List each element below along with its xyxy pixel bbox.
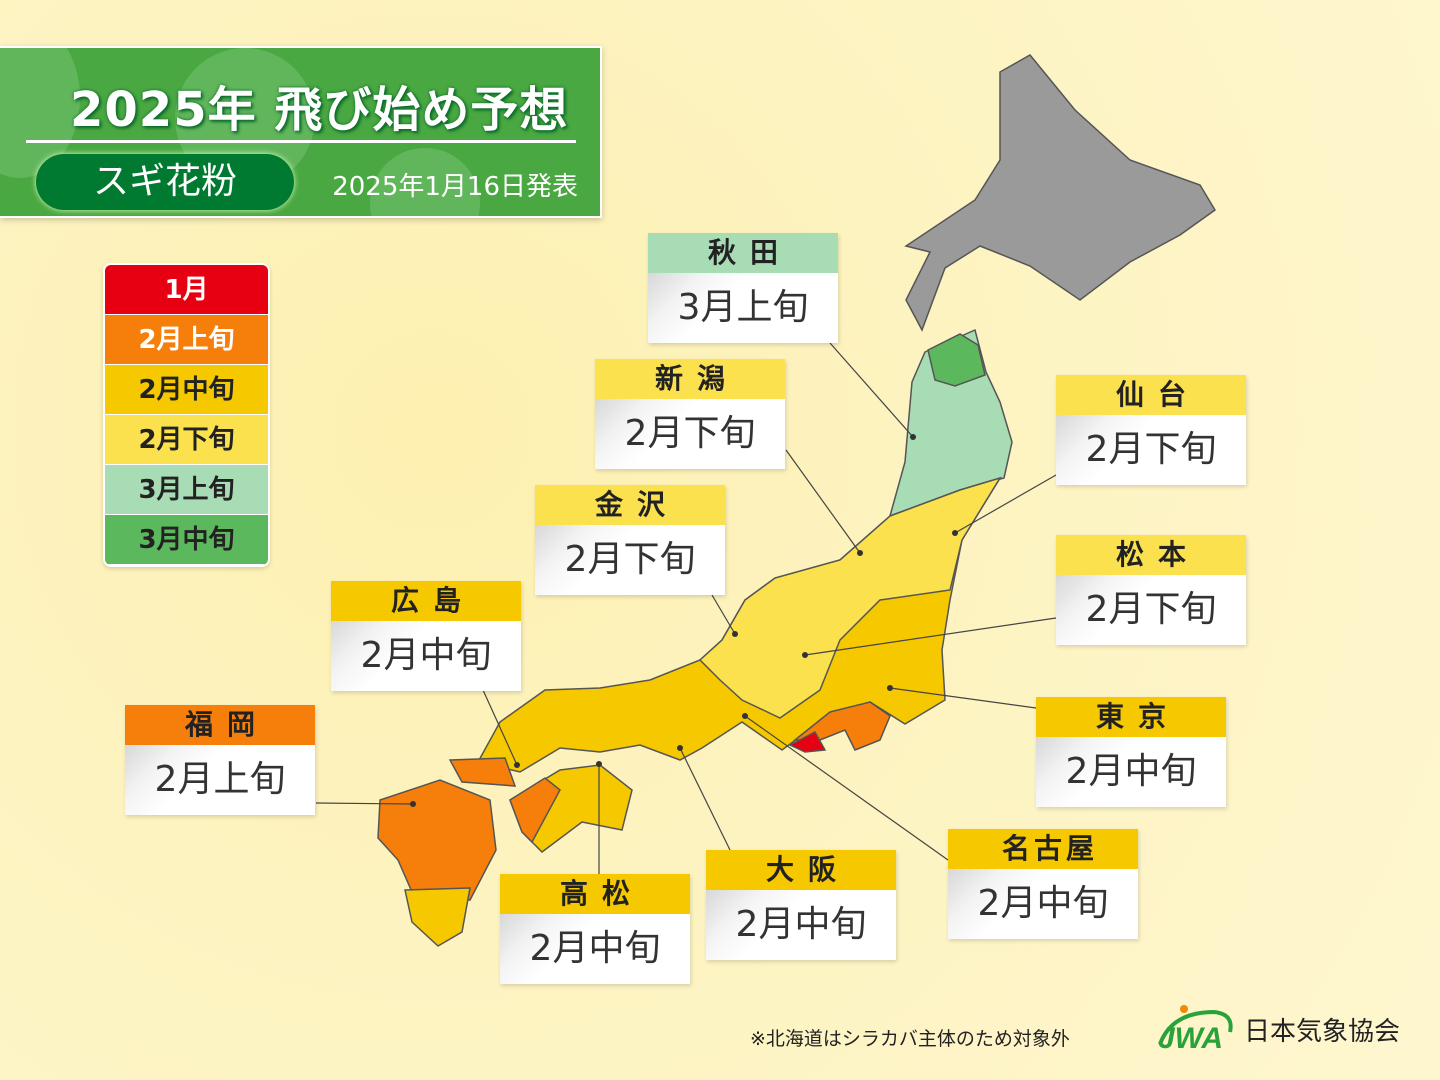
city-forecast: 2月下旬: [595, 399, 785, 469]
city-callout: 広島 2月中旬: [331, 581, 521, 691]
city-callout: 大阪 2月中旬: [706, 850, 896, 960]
announcement-date: 2025年1月16日発表: [332, 172, 578, 202]
region-kyushu: [377, 779, 497, 901]
region-kyushu-south: [404, 887, 471, 947]
city-name: 新潟: [595, 359, 785, 399]
city-callout: 福岡 2月上旬: [125, 705, 315, 815]
region-izu: [788, 730, 827, 753]
city-name: 名古屋: [948, 829, 1138, 869]
legend-item: 2月中旬: [105, 365, 268, 415]
city-name: 大阪: [706, 850, 896, 890]
region-hokkaido: [904, 54, 1216, 332]
legend-item: 2月上旬: [105, 315, 268, 365]
city-forecast: 3月上旬: [648, 273, 838, 343]
svg-text:JWA: JWA: [1158, 1022, 1223, 1054]
legend-item: 2月下旬: [105, 415, 268, 465]
city-forecast: 2月下旬: [1056, 575, 1246, 645]
city-name: 高松: [500, 874, 690, 914]
title-banner: 2025年 飛び始め予想 スギ花粉 2025年1月16日発表: [0, 46, 602, 218]
legend: 1月 2月上旬 2月中旬 2月下旬 3月上旬 3月中旬: [103, 263, 270, 567]
jwa-logo-mark: JWA: [1158, 1005, 1233, 1054]
region-aomori: [927, 333, 986, 387]
city-callout: 高松 2月中旬: [500, 874, 690, 984]
city-forecast: 2月下旬: [535, 525, 725, 595]
footnote: ※北海道はシラカバ主体のため対象外: [750, 1028, 1070, 1050]
city-name: 秋田: [648, 233, 838, 273]
city-forecast: 2月中旬: [331, 621, 521, 691]
city-callout: 名古屋 2月中旬: [948, 829, 1138, 939]
city-callout: 秋田 3月上旬: [648, 233, 838, 343]
city-forecast: 2月中旬: [500, 914, 690, 984]
leader-lines: [315, 342, 1057, 874]
city-name: 松本: [1056, 535, 1246, 575]
region-honshu-late: [698, 476, 1002, 719]
city-forecast: 2月中旬: [706, 890, 896, 960]
city-callout: 仙台 2月下旬: [1056, 375, 1246, 485]
city-forecast: 2月下旬: [1056, 415, 1246, 485]
city-name: 福岡: [125, 705, 315, 745]
page-title: 2025年 飛び始め予想: [70, 82, 569, 138]
city-forecast: 2月中旬: [1036, 737, 1226, 807]
city-callout: 東京 2月中旬: [1036, 697, 1226, 807]
city-callout: 金沢 2月下旬: [535, 485, 725, 595]
city-callout: 松本 2月下旬: [1056, 535, 1246, 645]
legend-item: 1月: [105, 265, 268, 315]
region-chugoku-west: [448, 757, 517, 787]
city-callout: 新潟 2月下旬: [595, 359, 785, 469]
city-name: 東京: [1036, 697, 1226, 737]
title-divider: [26, 140, 576, 143]
city-points: [410, 434, 958, 807]
category-badge: スギ花粉: [36, 154, 294, 210]
region-shikoku-west: [509, 777, 561, 844]
jwa-logo-text: 日本気象協会: [1244, 1016, 1401, 1047]
city-forecast: 2月中旬: [948, 869, 1138, 939]
jwa-logo: JWA 日本気象協会: [1152, 1004, 1400, 1054]
city-name: 広島: [331, 581, 521, 621]
city-name: 仙台: [1056, 375, 1246, 415]
legend-item: 3月上旬: [105, 465, 268, 515]
city-name: 金沢: [535, 485, 725, 525]
city-forecast: 2月上旬: [125, 745, 315, 815]
legend-item: 3月中旬: [105, 515, 268, 565]
